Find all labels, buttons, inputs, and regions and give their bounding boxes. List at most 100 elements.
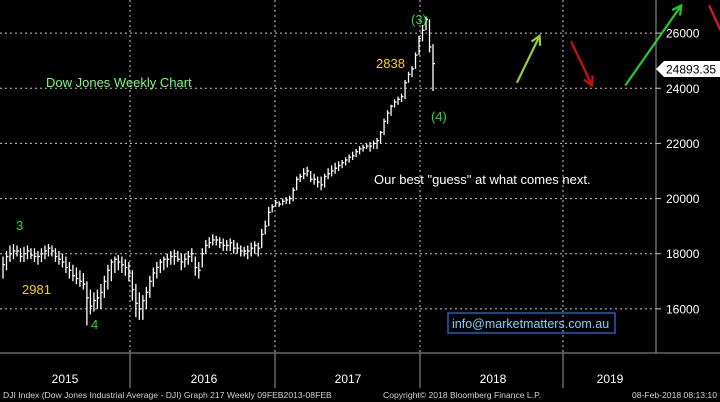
forecast-arrow (515, 33, 542, 84)
price-bar (82, 273, 86, 290)
price-bar (163, 256, 166, 271)
price-bar (390, 104, 394, 116)
price-bar (313, 173, 317, 185)
price-bar (37, 250, 40, 265)
wave-4-left-label: 4 (91, 317, 98, 332)
price-bar (243, 246, 247, 257)
price-bar (432, 44, 435, 92)
price-bar (365, 143, 369, 149)
low-2981-label: 2981 (22, 282, 51, 297)
forecast-arrow-shaft (515, 35, 541, 84)
price-bar (142, 295, 145, 320)
forecast-arrow-shaft (570, 40, 594, 86)
price-bar (47, 244, 51, 257)
price-bar (362, 144, 366, 152)
x-axis: 2015 2016 2017 2018 2019 (52, 353, 624, 388)
price-bar (372, 140, 376, 149)
x-tick-label: 2016 (191, 372, 218, 386)
price-bar (180, 253, 184, 271)
price-bar (226, 239, 229, 251)
price-bar (61, 253, 65, 268)
price-bars (2, 16, 435, 326)
price-bar (5, 250, 9, 271)
price-bar (100, 284, 103, 309)
price-bar (278, 201, 282, 207)
forecast-arrow (570, 40, 594, 88)
price-bar (296, 176, 299, 191)
price-bar (348, 154, 352, 163)
price-bar (124, 259, 128, 276)
price-bar (383, 118, 387, 136)
price-bar (177, 250, 180, 262)
wave-3-top-label: (3) (411, 12, 427, 27)
y-tick-label: 22000 (666, 137, 700, 151)
price-bar (323, 173, 327, 188)
price-bar (428, 19, 432, 53)
price-bar (397, 96, 401, 105)
price-bar (114, 256, 117, 274)
footer-center: Copyright© 2018 Bloomberg Finance L.P. (383, 390, 541, 400)
price-bar (40, 248, 44, 262)
price-bar (89, 289, 93, 315)
price-bar (344, 157, 348, 166)
price-bar (222, 238, 226, 251)
level-2838-label: 2838 (376, 56, 405, 71)
price-bar (250, 242, 254, 257)
last-price-tag-shape (656, 61, 720, 77)
price-bar (261, 228, 264, 249)
price-bar (54, 248, 58, 262)
price-bar (205, 239, 208, 254)
price-bar (320, 176, 324, 191)
price-bar (152, 267, 156, 287)
forecast-arrow-shaft (624, 4, 683, 87)
price-bar (229, 238, 233, 251)
price-bar (194, 256, 198, 276)
last-price-tag: 24893.35 (656, 61, 720, 77)
price-bar (187, 250, 191, 265)
price-bar (369, 142, 373, 152)
price-bar (128, 261, 131, 282)
x-tick-label: 2017 (335, 372, 362, 386)
last-price-value: 24893.35 (666, 63, 716, 77)
price-bar (23, 246, 26, 262)
price-bar (208, 237, 212, 249)
price-bar (233, 239, 236, 254)
price-bar (16, 245, 19, 257)
price-bar (341, 159, 345, 169)
chart-title: Dow Jones Weekly Chart (46, 75, 192, 90)
footer-bar (0, 388, 720, 402)
price-bar (309, 170, 313, 183)
price-bar (268, 206, 271, 227)
price-bar (327, 168, 331, 180)
price-bar (334, 162, 338, 174)
price-bar (407, 71, 411, 83)
price-bar (271, 204, 275, 213)
price-bar (30, 248, 33, 260)
price-bar (358, 146, 362, 155)
price-bar (351, 151, 355, 160)
price-bar (282, 198, 285, 206)
price-bar (65, 256, 68, 274)
price-bar (51, 245, 54, 257)
y-tick-label: 18000 (666, 247, 700, 261)
price-bar (12, 244, 16, 260)
price-bar (19, 248, 23, 262)
price-bar (337, 161, 341, 171)
price-bar (184, 253, 187, 268)
price-bar (215, 235, 219, 246)
price-bar (145, 286, 149, 309)
footer-left: DJI Index (Dow Jones Industrial Average … (3, 390, 332, 400)
price-bar (418, 35, 422, 56)
price-bar (330, 165, 334, 177)
email-box (447, 312, 616, 334)
price-bar (103, 275, 107, 298)
price-bar (149, 275, 152, 298)
wave-4-right-label: (4) (431, 109, 447, 124)
price-bar (264, 220, 268, 235)
price-bar (166, 253, 170, 268)
y-tick-label: 24000 (666, 82, 700, 96)
price-bar (44, 245, 47, 260)
price-bar (236, 242, 240, 254)
price-bar (404, 79, 408, 100)
